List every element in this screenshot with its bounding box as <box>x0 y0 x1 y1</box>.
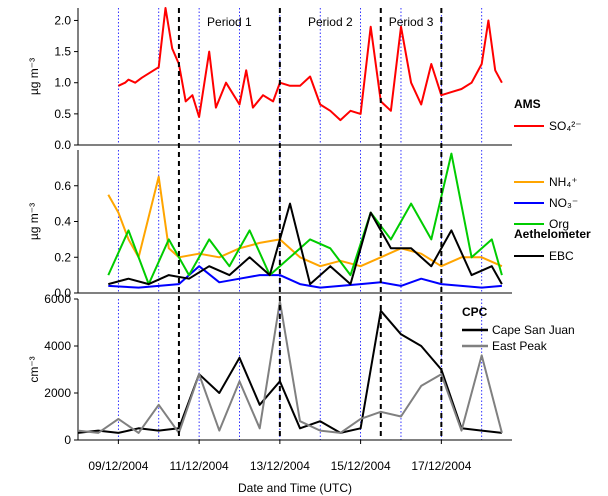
series-line <box>77 309 503 434</box>
legend-group-label: CPC <box>462 305 488 319</box>
y-tick-label: 0.0 <box>54 138 71 152</box>
legend-label: NO₃⁻ <box>549 196 578 210</box>
period-label: Period 3 <box>389 15 434 29</box>
period-label: Period 1 <box>207 15 252 29</box>
x-axis-label: Date and Time (UTC) <box>238 481 352 495</box>
y-tick-label: 0.6 <box>54 179 71 193</box>
legend-label: East Peak <box>492 339 548 353</box>
y-axis-label: µg m⁻³ <box>27 58 41 95</box>
y-tick-label: 4000 <box>44 339 71 353</box>
x-tick-label: 15/12/2004 <box>331 459 391 473</box>
series-line <box>108 265 502 289</box>
y-tick-label: 0.5 <box>54 107 71 121</box>
y-tick-label: 0.4 <box>54 215 71 229</box>
series-line <box>117 7 503 122</box>
legend-group-label: Aethelometer <box>514 227 591 241</box>
legend-label: Org <box>549 217 569 231</box>
legend-label: NH₄⁺ <box>549 175 578 189</box>
series-line <box>77 300 503 434</box>
y-tick-label: 2000 <box>44 386 71 400</box>
x-tick-label: 09/12/2004 <box>88 459 148 473</box>
y-axis-label: cm⁻³ <box>27 356 41 382</box>
y-axis-label: µg m⁻³ <box>27 203 41 240</box>
legend-label: Cape San Juan <box>492 323 575 337</box>
y-tick-label: 6000 <box>44 292 71 306</box>
x-tick-label: 13/12/2004 <box>250 459 310 473</box>
x-tick-label: 17/12/2004 <box>411 459 471 473</box>
series-line <box>107 152 503 286</box>
y-tick-label: 0.0 <box>54 286 71 300</box>
y-tick-label: 1.0 <box>54 76 71 90</box>
legend-label: SO₄²⁻ <box>549 119 582 133</box>
y-tick-label: 0 <box>64 433 71 447</box>
period-label: Period 2 <box>308 15 353 29</box>
y-tick-label: 0.2 <box>54 250 71 264</box>
x-tick-label: 11/12/2004 <box>170 459 229 473</box>
y-tick-label: 1.5 <box>54 45 71 59</box>
legend-group-label: AMS <box>514 97 541 111</box>
legend-label: EBC <box>549 249 574 263</box>
series-line <box>108 202 503 286</box>
y-tick-label: 2.0 <box>54 13 71 27</box>
